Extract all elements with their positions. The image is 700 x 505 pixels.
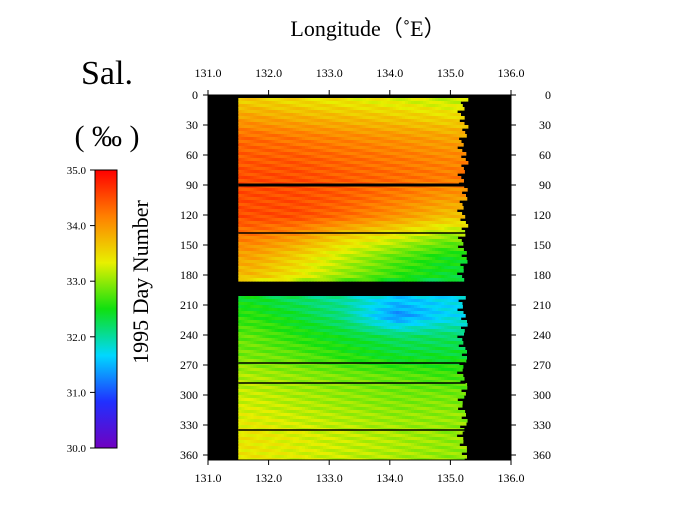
heatmap-cell <box>250 278 254 282</box>
colorbar <box>95 170 117 448</box>
heatmap-cell <box>463 143 464 147</box>
heatmap-cell <box>466 260 468 264</box>
heatmap-cell <box>463 125 467 129</box>
heatmap-cell <box>463 170 465 174</box>
heatmap-cell <box>466 152 467 156</box>
heatmap-cell <box>332 278 336 282</box>
heatmap-cell <box>463 116 465 120</box>
colorbar-ticks: 35.0 34.0 33.0 32.0 31.0 30.0 <box>67 165 95 455</box>
heatmap-cell <box>363 278 367 282</box>
heatmap-cell <box>463 188 467 192</box>
colorbar-unit: ( ‰ ) <box>75 120 140 153</box>
heatmap-cell <box>463 197 467 201</box>
heatmap-cell <box>460 305 463 309</box>
colorbar-tick-label: 30.0 <box>67 443 87 455</box>
heatmap-cell <box>463 152 467 156</box>
heatmap-cell <box>466 161 469 165</box>
heatmap-cell <box>341 278 345 282</box>
heatmap-cell <box>432 278 436 282</box>
heatmap-cell <box>463 134 467 138</box>
heatmap-cell <box>272 278 276 282</box>
heatmap-cell <box>393 278 397 282</box>
heatmap-cell <box>463 224 467 228</box>
heatmap-cell <box>466 224 469 228</box>
heatmap-cell <box>466 188 468 192</box>
heatmap-cell <box>463 215 466 219</box>
heatmap-cell <box>463 278 465 282</box>
heatmap-cell <box>453 278 457 282</box>
y-axis-label: 1995 Day Number <box>128 199 153 363</box>
heatmap-cell <box>463 107 465 111</box>
heatmap-cell <box>293 278 297 282</box>
longitude-title: Longitude（˚E） <box>290 16 445 41</box>
heatmap-cell <box>263 278 267 282</box>
colorbar-tick-label: 35.0 <box>67 165 87 177</box>
colorbar-tick-label: 34.0 <box>67 221 87 233</box>
heatmap-cell <box>402 278 406 282</box>
heatmap-cell <box>463 251 467 255</box>
heatmap-cell <box>423 278 427 282</box>
heatmap-cell <box>353 278 357 282</box>
heatmap-cell <box>463 179 465 183</box>
heatmap-cell <box>463 242 464 246</box>
colorbar-title: Sal. <box>81 55 133 92</box>
colorbar-tick-label: 33.0 <box>67 276 87 288</box>
colorbar-tick-label: 31.0 <box>67 387 87 399</box>
heatmap-cells <box>238 98 468 461</box>
heatmap-cell <box>414 278 418 282</box>
heatmap-cell <box>463 296 466 300</box>
heatmap-cell <box>466 98 469 102</box>
heatmap-cell <box>466 251 467 255</box>
heatmap-cell <box>463 269 464 273</box>
heatmap-cell <box>323 278 327 282</box>
heatmap-cell <box>302 278 306 282</box>
heatmap-cell <box>463 161 467 165</box>
heatmap-cell <box>463 98 467 102</box>
heatmap-cell <box>466 197 468 201</box>
heatmap-cell <box>463 260 467 264</box>
heatmap-cell <box>466 125 469 129</box>
heatmap-cell <box>311 278 315 282</box>
heatmap-cell <box>241 278 245 282</box>
colorbar-tick-label: 32.0 <box>67 332 87 344</box>
heatmap-cell <box>463 206 464 210</box>
heatmap-cell <box>466 134 467 138</box>
heatmap-cell <box>372 278 376 282</box>
heatmap-cell <box>384 278 388 282</box>
heatmap-cell <box>444 278 448 282</box>
heatmap-cell <box>281 278 285 282</box>
